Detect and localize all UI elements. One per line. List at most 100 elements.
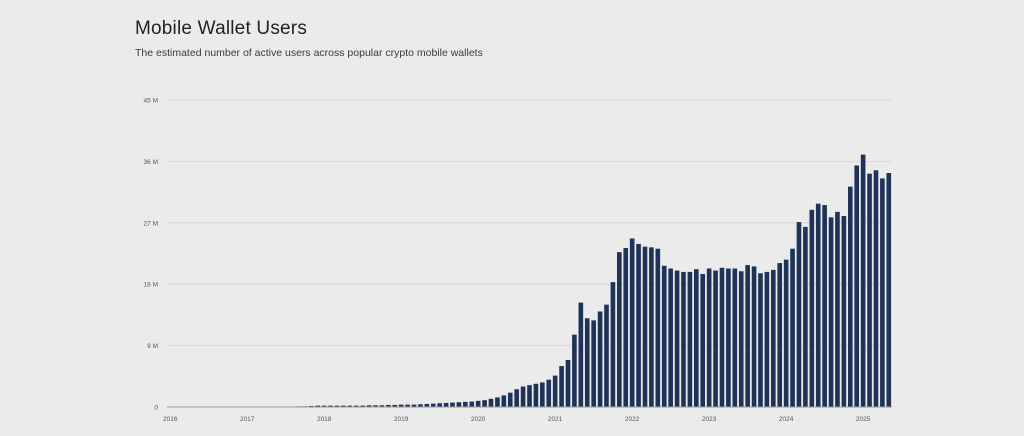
bar <box>809 209 815 407</box>
bar <box>860 154 866 407</box>
bar <box>886 173 892 407</box>
bar <box>578 302 584 407</box>
bar <box>796 222 802 407</box>
bar <box>777 263 783 407</box>
y-tick-label: 9 M <box>147 343 158 350</box>
bar <box>706 268 712 407</box>
bar <box>546 379 552 407</box>
bar <box>463 401 468 407</box>
bar <box>398 404 404 407</box>
bar <box>610 282 616 407</box>
x-tick-label: 2022 <box>625 416 640 423</box>
bar <box>540 382 545 407</box>
bar <box>552 375 558 407</box>
bar <box>815 203 821 407</box>
y-tick-label: 0 <box>154 405 158 412</box>
y-tick-label: 18 M <box>144 282 158 289</box>
bar <box>668 268 673 407</box>
bar <box>482 400 487 407</box>
bar <box>347 405 353 407</box>
bar <box>469 401 475 407</box>
x-tick-label: 2019 <box>394 416 409 423</box>
bar <box>321 405 327 407</box>
bar <box>847 186 853 407</box>
bar <box>649 247 654 407</box>
x-tick-label: 2021 <box>548 416 563 423</box>
bar <box>854 165 860 407</box>
bar <box>495 397 500 407</box>
bar <box>559 366 564 407</box>
bar <box>334 405 340 407</box>
bar <box>764 271 770 407</box>
bar <box>674 270 680 407</box>
bar <box>424 403 430 407</box>
bar <box>835 211 840 407</box>
bar <box>328 405 333 407</box>
bar <box>341 405 346 407</box>
gridlines <box>167 99 892 347</box>
bar <box>418 404 423 407</box>
bar <box>661 265 667 407</box>
bar <box>783 259 789 407</box>
y-tick-label: 45 M <box>144 98 158 105</box>
bar <box>841 215 847 407</box>
bar <box>617 252 622 407</box>
bar <box>771 269 776 407</box>
bar <box>527 385 532 407</box>
bar <box>732 268 738 407</box>
bar <box>443 402 449 407</box>
bar <box>726 268 731 407</box>
bar <box>681 271 686 407</box>
bar <box>719 267 725 407</box>
bar <box>572 334 577 407</box>
bar <box>828 217 834 407</box>
bar <box>591 320 596 407</box>
x-tick-label: 2024 <box>779 416 794 423</box>
bar <box>456 402 462 407</box>
bar <box>758 273 763 407</box>
bars <box>167 154 892 407</box>
bar <box>366 405 372 407</box>
chart-title: Mobile Wallet Users <box>135 18 308 39</box>
x-tick-label: 2016 <box>163 416 178 423</box>
bar <box>636 243 641 407</box>
bar <box>584 318 590 407</box>
bar <box>623 248 629 407</box>
bar <box>430 403 436 407</box>
bar <box>745 265 750 407</box>
bar <box>880 178 885 407</box>
bar <box>873 170 879 407</box>
bar <box>533 383 539 407</box>
bar <box>751 266 757 407</box>
bar <box>315 405 321 407</box>
bar <box>822 205 827 407</box>
bar <box>520 386 526 407</box>
x-tick-label: 2020 <box>471 416 486 423</box>
y-tick-label: 27 M <box>144 220 158 227</box>
bar <box>713 270 718 407</box>
bar <box>565 359 571 407</box>
bar <box>604 304 609 407</box>
y-tick-label: 36 M <box>144 159 158 166</box>
bar <box>450 402 455 407</box>
bar <box>738 271 744 407</box>
x-tick-label: 2025 <box>856 416 871 423</box>
bar <box>437 403 442 407</box>
chart-subtitle: The estimated number of active users acr… <box>135 47 483 59</box>
bar <box>655 248 661 407</box>
bar <box>360 405 365 407</box>
axes: 0 9 M 18 M 27 M 36 M 45 M 2016 2017 2018 2019 2020… <box>144 98 892 423</box>
bar <box>790 248 795 407</box>
bar <box>488 398 494 407</box>
bar <box>353 405 359 407</box>
bar <box>687 271 693 407</box>
x-tick-label: 2017 <box>240 416 255 423</box>
bar <box>411 404 417 407</box>
bar <box>597 311 603 407</box>
x-tick-label: 2023 <box>702 416 717 423</box>
bar <box>507 392 513 407</box>
bar <box>405 404 410 407</box>
bar <box>694 269 699 407</box>
bar <box>379 405 385 407</box>
